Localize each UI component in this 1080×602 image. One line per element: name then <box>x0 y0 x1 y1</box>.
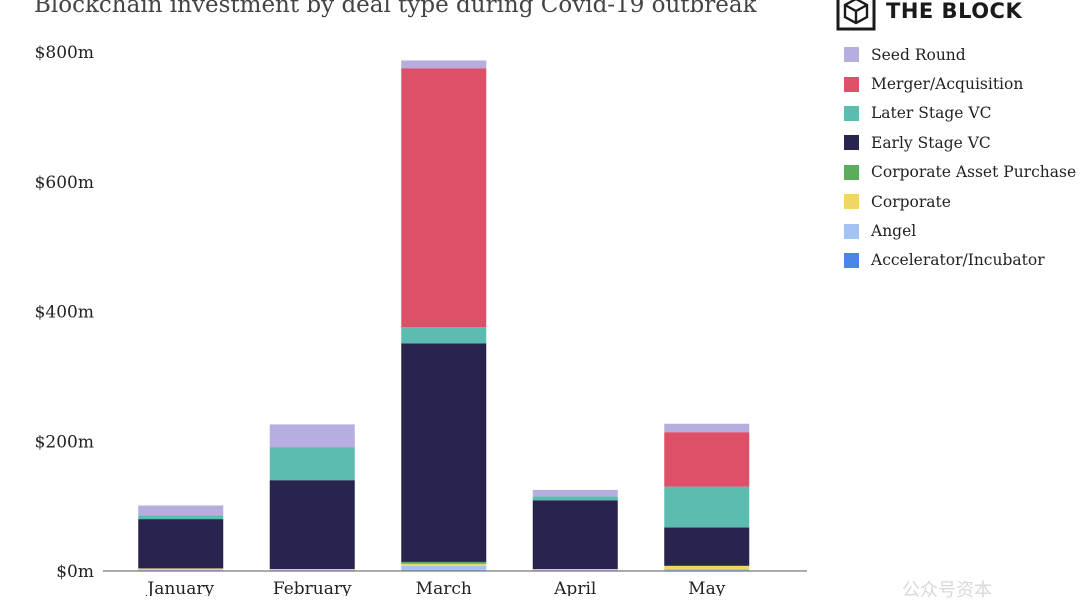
watermark: 公众号资本 <box>902 580 992 601</box>
bar-segment-later-stage-vc-march <box>401 327 487 344</box>
bar-segment-angel-january <box>138 569 224 571</box>
bar-segment-early-stage-vc-may <box>664 527 750 566</box>
legend-item: Angel <box>844 216 1076 245</box>
bar-segment-corporate-may <box>664 565 750 570</box>
logo-text: THE BLOCK <box>886 0 1023 23</box>
x-tick-label: February <box>273 579 352 596</box>
legend-item: Later Stage VC <box>844 99 1076 128</box>
legend-item: Accelerator/Incubator <box>844 246 1076 275</box>
legend-label: Later Stage VC <box>871 104 992 123</box>
legend-swatch <box>844 76 859 92</box>
bar-segment-seed-round-february <box>269 424 355 448</box>
bar-segment-later-stage-vc-april <box>532 496 618 501</box>
legend-item: Early Stage VC <box>844 128 1076 157</box>
legend-item: Corporate Asset Purchase <box>844 158 1076 187</box>
the-block-logo: THE BLOCK <box>836 0 1023 31</box>
legend-label: Angel <box>871 222 917 241</box>
y-tick-label: $600m <box>35 173 94 193</box>
legend: Seed Round Merger/Acquisition Later Stage … <box>844 40 1076 275</box>
cube-icon <box>836 0 876 31</box>
legend-item: Seed Round <box>844 40 1076 69</box>
x-tick-label: May <box>688 579 726 596</box>
bar-segment-later-stage-vc-may <box>664 486 750 528</box>
y-tick-label: $400m <box>35 303 94 323</box>
y-tick-label: $200m <box>35 432 94 452</box>
bar-segment-early-stage-vc-april <box>532 500 618 570</box>
bar-segment-merger-acquisition-may <box>664 432 750 487</box>
legend-swatch <box>844 252 859 268</box>
legend-swatch <box>844 135 859 151</box>
bar-segment-seed-round-march <box>401 60 487 69</box>
legend-label: Seed Round <box>871 45 966 64</box>
bars <box>138 60 750 571</box>
legend-swatch <box>844 194 859 210</box>
x-tick-label: March <box>416 579 472 596</box>
bar-segment-later-stage-vc-january <box>138 515 224 520</box>
bar-segment-angel-april <box>532 569 618 571</box>
legend-label: Early Stage VC <box>871 133 991 152</box>
legend-label: Merger/Acquisition <box>871 75 1024 94</box>
bar-segment-seed-round-april <box>532 489 618 497</box>
bar-segment-seed-round-may <box>664 423 750 433</box>
bar-segment-angel-march <box>401 565 487 571</box>
bar-segment-corporate-february <box>269 569 355 570</box>
y-tick-label: $800m <box>35 43 94 63</box>
bar-segment-later-stage-vc-february <box>269 447 355 481</box>
bar-segment-corporate-march <box>401 563 487 566</box>
legend-swatch <box>844 223 859 239</box>
y-axis: $0m $200m $400m $600m $800m <box>35 43 94 582</box>
legend-label: Corporate <box>871 192 951 211</box>
bar-segment-early-stage-vc-february <box>269 480 355 570</box>
bar-segment-corporate-april <box>532 569 618 570</box>
legend-item: Corporate <box>844 187 1076 216</box>
chart-title: Blockchain investment by deal type durin… <box>34 0 757 18</box>
legend-item: Merger/Acquisition <box>844 69 1076 98</box>
bar-segment-merger-acquisition-march <box>401 68 487 328</box>
bar-segment-corporate-january <box>138 568 224 570</box>
bar-segment-seed-round-january <box>138 505 224 516</box>
legend-swatch <box>844 47 859 63</box>
bar-segment-early-stage-vc-january <box>138 519 224 569</box>
legend-swatch <box>844 105 859 121</box>
x-tick-label: January <box>145 579 214 596</box>
bar-segment-corporate-asset-purchase-march <box>401 561 487 564</box>
legend-label: Corporate Asset Purchase <box>871 163 1077 182</box>
y-tick-label: $0m <box>56 562 94 582</box>
legend-swatch <box>844 164 859 180</box>
bar-segment-angel-february <box>269 569 355 571</box>
bar-segment-early-stage-vc-march <box>401 343 487 562</box>
x-axis: January February March April May <box>145 579 725 596</box>
bar-segment-angel-may <box>664 569 750 571</box>
x-tick-label: April <box>553 579 596 596</box>
legend-label: Accelerator/Incubator <box>871 251 1045 270</box>
